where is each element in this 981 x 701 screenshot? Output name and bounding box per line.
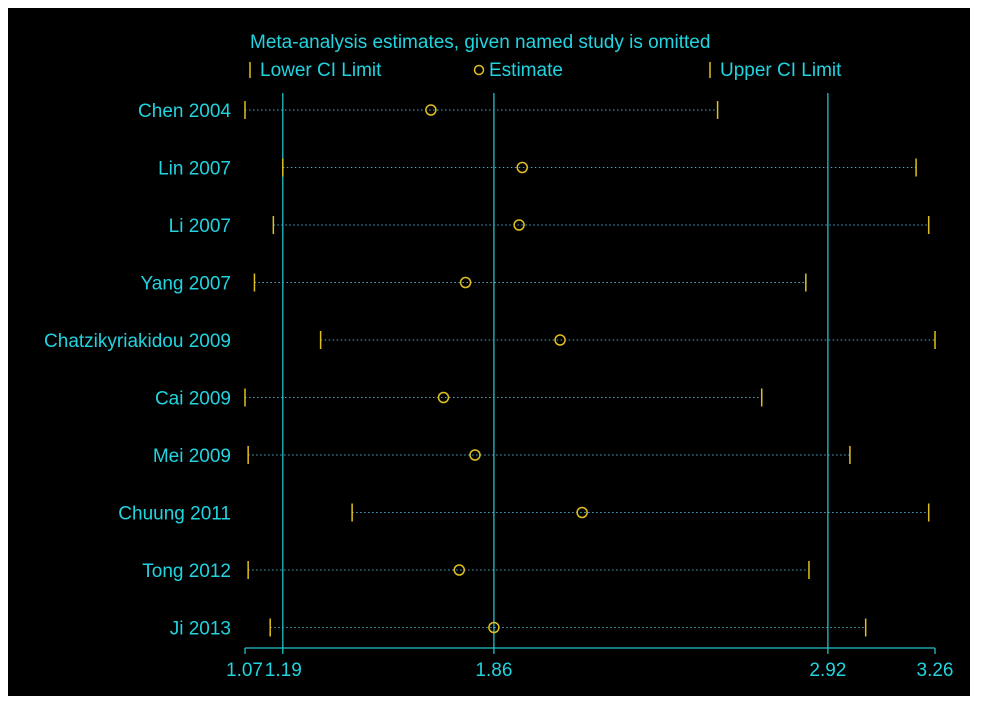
study-label: Chatzikyriakidou 2009 <box>44 331 231 352</box>
study-label: Lin 2007 <box>158 159 231 180</box>
x-axis: 1.07 1.19 1.86 2.92 3.26 <box>226 647 954 681</box>
reference-lines <box>282 93 829 648</box>
x-tick-label: 1.19 <box>265 660 302 681</box>
estimate-marker <box>513 219 525 231</box>
estimate-marker <box>453 564 465 576</box>
estimate-marker <box>459 276 472 289</box>
estimate-marker <box>516 161 529 174</box>
chart-legend: Lower CI Limit Estimate Upper CI Limit <box>249 60 842 81</box>
study-label: Tong 2012 <box>142 561 231 582</box>
plot-background <box>8 8 970 696</box>
study-label: Yang 2007 <box>140 274 231 295</box>
study-rows: Chen 2004 Lin 2007 Li 2007 Yang 2007 Chatzik… <box>44 101 936 640</box>
legend-upper-label: Upper CI Limit <box>720 60 842 81</box>
chart-title: Meta-analysis estimates, given named stu… <box>250 32 710 53</box>
study-label: Ji 2013 <box>170 619 231 640</box>
x-tick-label: 2.92 <box>809 660 846 681</box>
study-label: Cai 2009 <box>155 389 231 410</box>
estimate-marker <box>576 506 588 519</box>
legend-lower-label: Lower CI Limit <box>260 60 382 81</box>
x-tick-label: 3.26 <box>917 660 954 681</box>
study-label: Li 2007 <box>169 216 231 237</box>
estimate-marker <box>425 104 437 116</box>
study-label: Chen 2004 <box>138 101 231 122</box>
study-label: Mei 2009 <box>153 446 231 467</box>
estimate-marker <box>488 621 500 634</box>
estimate-marker <box>469 449 481 461</box>
study-label: Chuung 2011 <box>118 504 231 525</box>
legend-estimate-label: Estimate <box>489 60 563 81</box>
estimate-marker <box>437 391 450 404</box>
x-tick-label: 1.07 <box>226 660 263 681</box>
legend-estimate-circle <box>473 64 485 76</box>
x-tick-label: 1.86 <box>475 660 512 681</box>
estimate-marker <box>554 334 566 346</box>
